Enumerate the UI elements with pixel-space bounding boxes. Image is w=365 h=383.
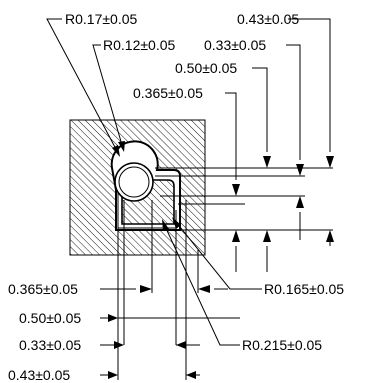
extension-lines-vertical xyxy=(117,200,199,380)
bottom-dimension-lines xyxy=(100,285,240,379)
pad-outline xyxy=(110,140,181,231)
label-top-0365: 0.365±0.05 xyxy=(133,85,203,101)
extension-lines-horizontal xyxy=(155,167,333,231)
label-r-0165: R0.165±0.05 xyxy=(264,281,344,297)
label-r-012: R0.12±0.05 xyxy=(103,37,176,53)
label-bottom-0365: 0.365±0.05 xyxy=(8,281,78,297)
label-bottom-033: 0.33±0.05 xyxy=(19,337,81,353)
label-bottom-050: 0.50±0.05 xyxy=(19,310,81,326)
label-top-033: 0.33±0.05 xyxy=(204,37,266,53)
label-top-050: 0.50±0.05 xyxy=(175,60,237,76)
right-dimension-lines xyxy=(225,18,334,272)
label-bottom-043: 0.43±0.05 xyxy=(8,367,70,383)
label-r-017: R0.17±0.05 xyxy=(65,11,138,27)
label-top-043: 0.43±0.05 xyxy=(237,11,299,27)
radius-leaders xyxy=(46,18,262,346)
label-r-0215: R0.215±0.05 xyxy=(242,337,322,353)
dimension-labels: R0.17±0.05 R0.12±0.05 0.43±0.05 0.33±0.0… xyxy=(8,11,344,383)
